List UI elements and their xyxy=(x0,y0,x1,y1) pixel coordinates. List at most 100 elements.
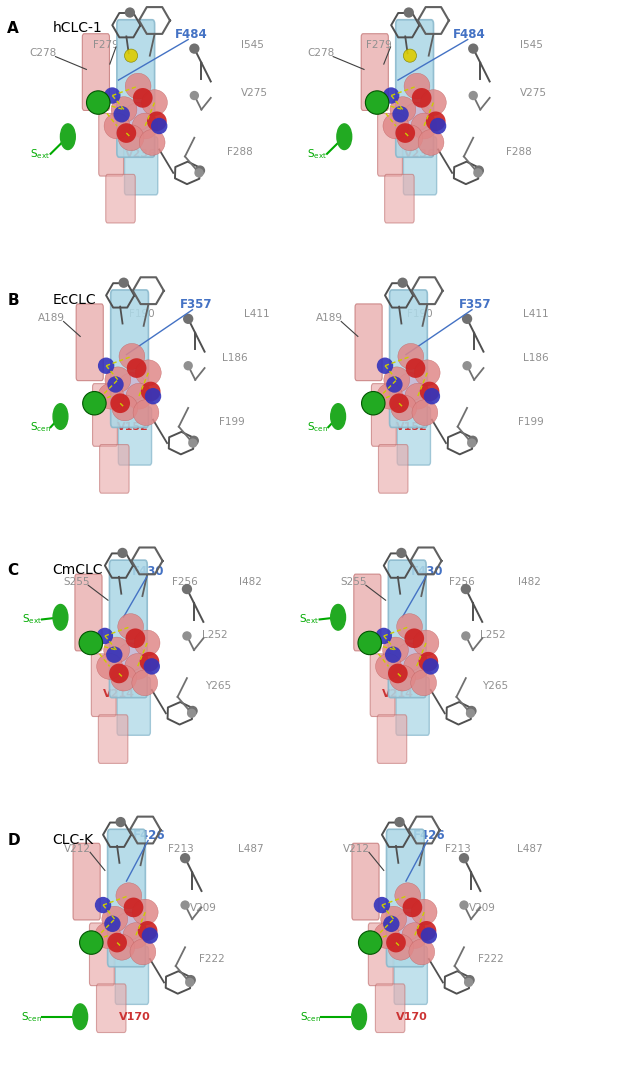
Circle shape xyxy=(60,124,75,150)
Text: V212: V212 xyxy=(64,844,91,854)
Text: hCLC-1: hCLC-1 xyxy=(52,21,102,35)
Ellipse shape xyxy=(126,383,152,409)
Ellipse shape xyxy=(126,358,146,378)
Text: V170: V170 xyxy=(118,1011,151,1022)
Ellipse shape xyxy=(145,388,161,405)
Ellipse shape xyxy=(189,436,199,446)
Text: V214: V214 xyxy=(382,689,414,700)
FancyBboxPatch shape xyxy=(394,946,428,1004)
FancyBboxPatch shape xyxy=(397,407,431,465)
Ellipse shape xyxy=(106,646,122,663)
Ellipse shape xyxy=(189,44,199,53)
FancyBboxPatch shape xyxy=(118,407,152,465)
Text: V170: V170 xyxy=(396,1011,428,1022)
Ellipse shape xyxy=(133,88,152,108)
Text: F222: F222 xyxy=(199,954,225,964)
Ellipse shape xyxy=(111,97,137,123)
Ellipse shape xyxy=(474,166,484,176)
Ellipse shape xyxy=(411,113,437,139)
Ellipse shape xyxy=(467,438,476,447)
Ellipse shape xyxy=(133,899,158,925)
Ellipse shape xyxy=(125,74,151,99)
Ellipse shape xyxy=(462,314,472,324)
Text: F256: F256 xyxy=(449,577,475,587)
Ellipse shape xyxy=(132,113,158,139)
Ellipse shape xyxy=(135,630,160,656)
Ellipse shape xyxy=(413,630,439,656)
Text: F222: F222 xyxy=(478,954,504,964)
Ellipse shape xyxy=(381,907,407,932)
Ellipse shape xyxy=(404,74,430,99)
Ellipse shape xyxy=(461,631,471,641)
Ellipse shape xyxy=(189,91,199,100)
FancyBboxPatch shape xyxy=(93,383,117,446)
Text: L252: L252 xyxy=(202,630,228,641)
Text: A189: A189 xyxy=(38,313,65,324)
Ellipse shape xyxy=(468,91,478,100)
Ellipse shape xyxy=(110,393,130,413)
Text: F426: F426 xyxy=(133,829,165,842)
Ellipse shape xyxy=(362,392,385,415)
Text: S$_{\mathrm{ext}}$: S$_{\mathrm{ext}}$ xyxy=(30,147,51,160)
Text: EcCLC: EcCLC xyxy=(52,293,96,307)
Ellipse shape xyxy=(124,103,152,130)
Ellipse shape xyxy=(412,399,438,425)
Ellipse shape xyxy=(98,383,123,409)
Text: F213: F213 xyxy=(445,844,471,854)
Ellipse shape xyxy=(119,344,145,370)
FancyBboxPatch shape xyxy=(117,677,151,735)
Ellipse shape xyxy=(358,631,381,655)
Ellipse shape xyxy=(111,665,136,691)
Ellipse shape xyxy=(117,548,128,559)
Ellipse shape xyxy=(412,88,431,108)
FancyBboxPatch shape xyxy=(384,174,414,223)
Text: S255: S255 xyxy=(341,577,367,587)
FancyBboxPatch shape xyxy=(96,984,126,1033)
Ellipse shape xyxy=(426,111,445,131)
Text: F279: F279 xyxy=(93,40,118,50)
Text: V152: V152 xyxy=(396,422,428,433)
FancyBboxPatch shape xyxy=(386,829,424,967)
Ellipse shape xyxy=(466,708,475,718)
Text: F484: F484 xyxy=(452,28,486,41)
Circle shape xyxy=(53,604,68,630)
Ellipse shape xyxy=(138,921,157,941)
Ellipse shape xyxy=(102,907,128,932)
Ellipse shape xyxy=(383,638,408,663)
Ellipse shape xyxy=(194,168,204,177)
Ellipse shape xyxy=(123,923,149,948)
Text: V212: V212 xyxy=(343,844,370,854)
Text: V236: V236 xyxy=(404,148,436,159)
Text: D: D xyxy=(7,833,20,848)
Ellipse shape xyxy=(118,373,146,400)
Ellipse shape xyxy=(398,344,424,370)
Ellipse shape xyxy=(377,383,402,409)
Text: V214: V214 xyxy=(102,689,135,700)
Text: V275: V275 xyxy=(520,88,547,98)
Ellipse shape xyxy=(97,654,122,679)
Text: F430: F430 xyxy=(132,565,164,578)
Text: V236: V236 xyxy=(125,148,157,159)
Ellipse shape xyxy=(358,931,382,955)
Text: L411: L411 xyxy=(244,309,270,319)
Ellipse shape xyxy=(185,977,194,987)
FancyBboxPatch shape xyxy=(395,19,434,157)
Ellipse shape xyxy=(411,899,437,925)
Ellipse shape xyxy=(147,111,167,131)
Ellipse shape xyxy=(462,361,472,371)
Text: L252: L252 xyxy=(480,630,506,641)
Ellipse shape xyxy=(180,900,190,910)
Text: S$_{\mathrm{ext}}$: S$_{\mathrm{ext}}$ xyxy=(307,147,327,160)
Text: S255: S255 xyxy=(63,577,89,587)
Ellipse shape xyxy=(390,97,416,123)
FancyBboxPatch shape xyxy=(352,844,379,920)
Ellipse shape xyxy=(183,314,193,324)
Ellipse shape xyxy=(424,388,440,405)
Text: I482: I482 xyxy=(518,577,541,587)
Ellipse shape xyxy=(125,628,145,648)
Ellipse shape xyxy=(405,383,431,409)
Ellipse shape xyxy=(116,883,142,909)
Ellipse shape xyxy=(459,853,469,863)
Ellipse shape xyxy=(186,975,196,986)
Ellipse shape xyxy=(388,663,408,684)
